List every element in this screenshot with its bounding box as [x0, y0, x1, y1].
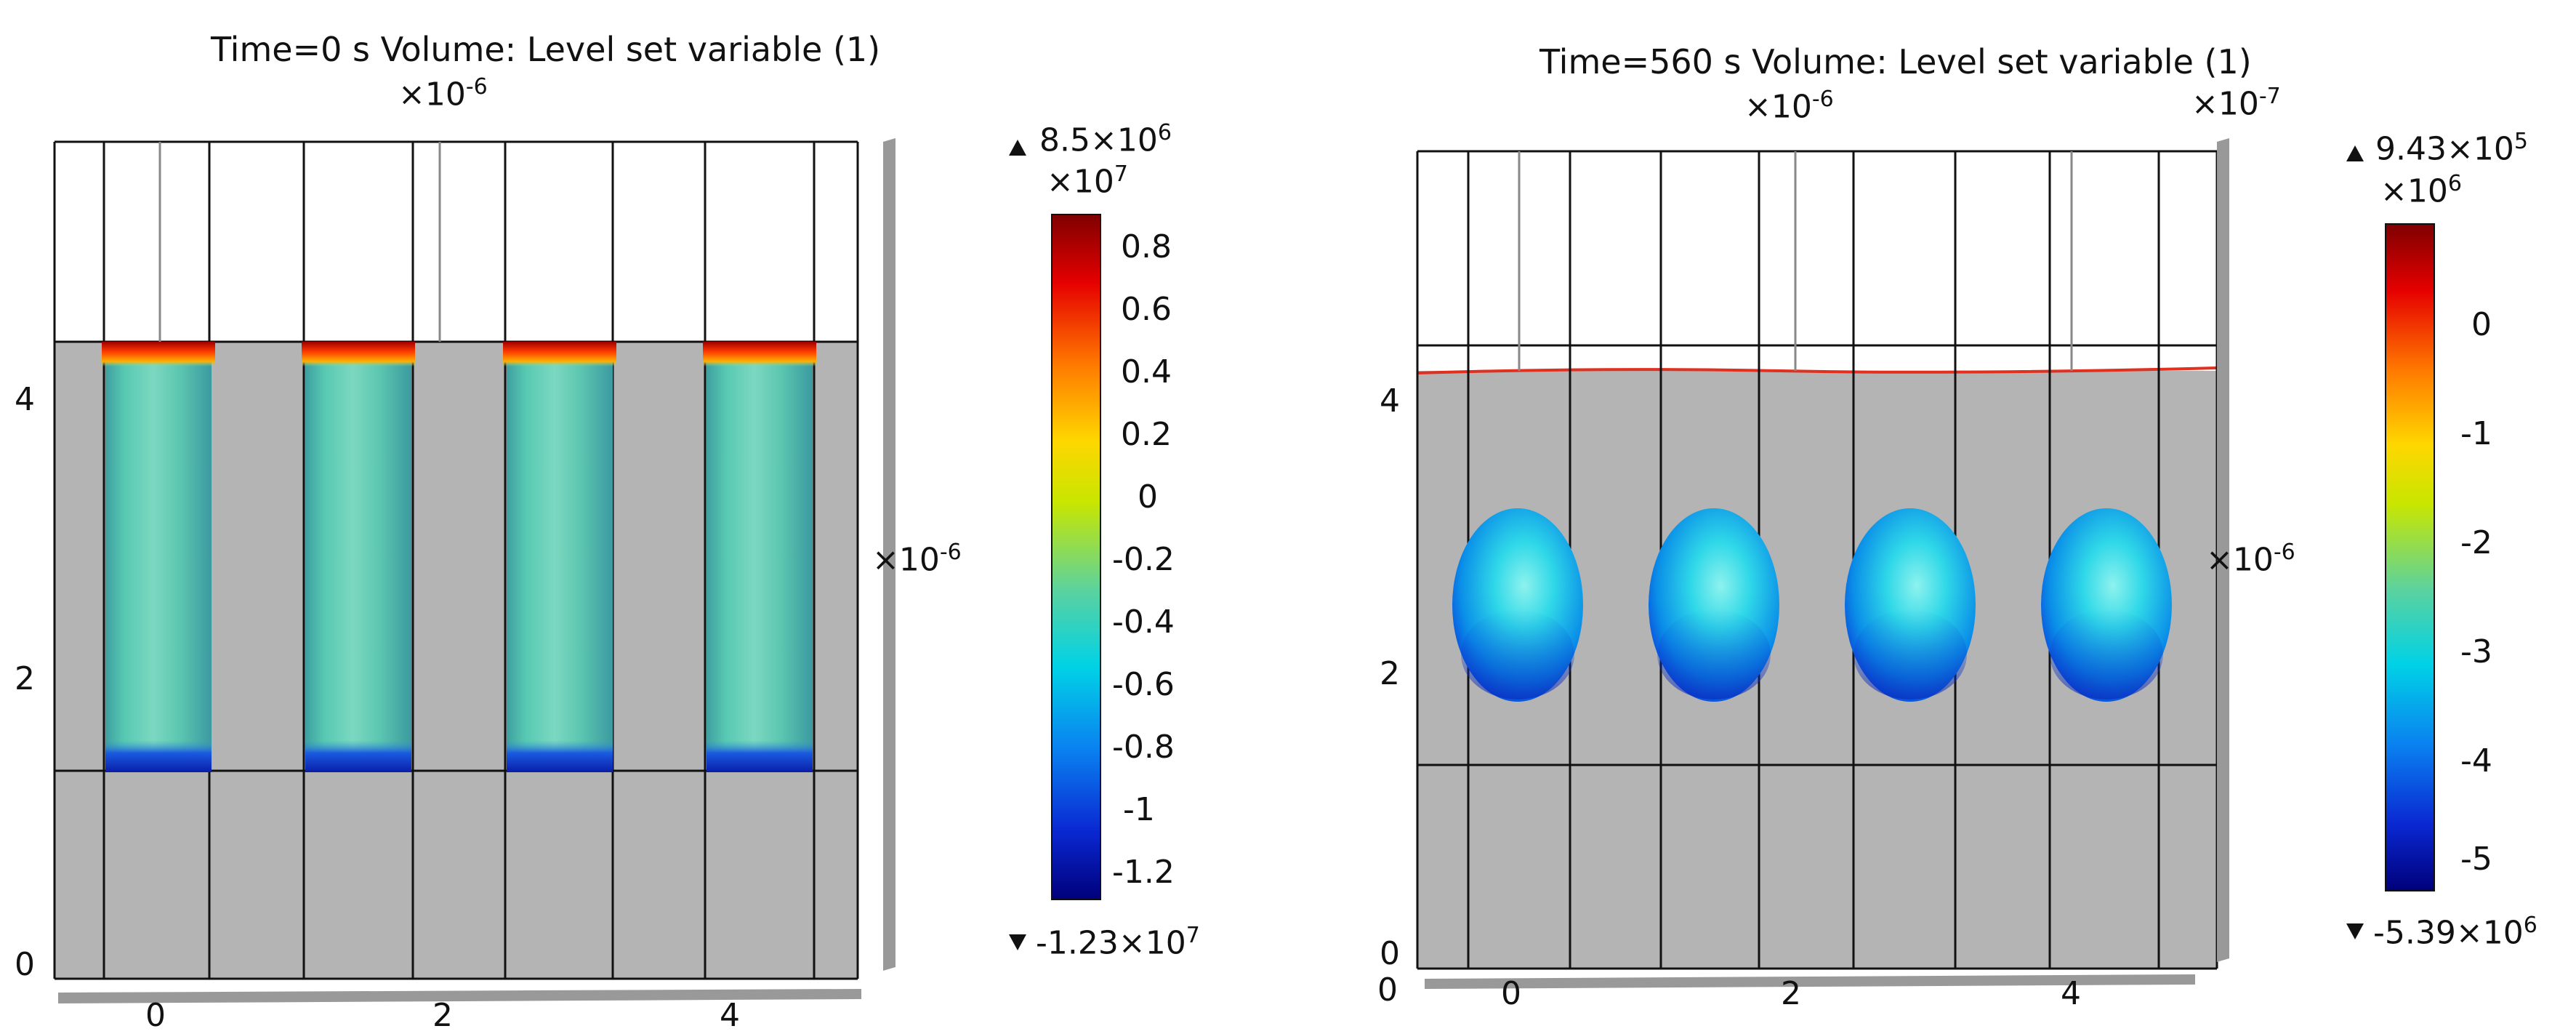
colorbar-tick: 0.6: [1121, 291, 1172, 328]
depth-axis-bar: [2217, 138, 2229, 962]
colorbar-tick: -0.2: [1112, 541, 1175, 578]
colorbar-tick: -1: [2460, 415, 2492, 452]
y-tick-label: 4: [1380, 382, 1400, 420]
colorbar-tick: 0.8: [1121, 228, 1172, 265]
droplet-1: [1452, 508, 1583, 702]
x-tick-label: 2: [432, 997, 453, 1034]
y-tick-label: 0: [15, 946, 35, 983]
colorbar-tick: -2: [2460, 524, 2492, 561]
colorbar-max-label: 8.5×106: [1039, 120, 1172, 159]
y-tick-label: 2: [15, 660, 35, 697]
panel-right-title: Time=560 s Volume: Level set variable (1…: [1539, 42, 2252, 81]
x-axis-bar: [1425, 974, 2195, 989]
min-triangle-icon: [2346, 923, 2364, 939]
y-tick-label: 4: [15, 381, 35, 418]
colorbar-min-label: -1.23×107: [1036, 923, 1200, 962]
x-tick-label: 4: [2061, 975, 2081, 1012]
colorbar-min-label: -5.39×106: [2373, 913, 2537, 952]
colorbar-max-label: 9.43×105: [2375, 129, 2528, 168]
cylinder-4: [703, 342, 816, 772]
panel-right-axis-scale: ×10-6: [1744, 87, 1834, 126]
colorbar-tick: -0.4: [1112, 604, 1175, 641]
y-tick-label: 0: [1380, 935, 1400, 972]
x-tick-label: 0: [145, 997, 166, 1034]
cylinder-2: [302, 342, 415, 772]
interface-line: [1417, 366, 2218, 374]
colorbar-right: [2385, 223, 2435, 891]
droplet-2: [1649, 508, 1779, 702]
x-axis-bar: [58, 989, 861, 1003]
colorbar-scale: ×106: [2380, 171, 2462, 210]
droplet-4: [2041, 508, 2172, 702]
colorbar-tick: -3: [2460, 633, 2492, 670]
colorbar-tick: -0.8: [1112, 729, 1175, 766]
panel-left-title: Time=0 s Volume: Level set variable (1): [211, 30, 881, 69]
colorbar-tick: -0.6: [1112, 666, 1175, 703]
colorbar-tick: -4: [2460, 742, 2492, 779]
colorbar-tick: -1.2: [1112, 854, 1175, 891]
depth-axis-scale: ×10-6: [2206, 540, 2295, 579]
cylinder-1: [102, 342, 215, 772]
x-tick-label: 2: [1781, 975, 1801, 1012]
panel-left: [53, 138, 1101, 1003]
colorbar-tick: 0: [2471, 306, 2492, 343]
depth-axis-scale: ×10-6: [872, 540, 962, 579]
cylinder-3: [503, 342, 616, 772]
colorbar-scale: ×107: [1047, 161, 1128, 201]
panel-right: [1416, 138, 2435, 989]
depth-axis-bar: [883, 138, 895, 971]
y-tick-label: 2: [1380, 655, 1400, 692]
x-tick-label: 0: [1377, 971, 1398, 1009]
droplet-3: [1845, 508, 1976, 702]
panel-right-top-scale: ×10-7: [2191, 84, 2281, 123]
x-tick-label: 0: [1501, 975, 1521, 1012]
colorbar-tick: 0: [1138, 478, 1158, 516]
x-tick-label: 4: [720, 997, 740, 1034]
max-triangle-icon: [2346, 145, 2364, 161]
colorbar-left: [1051, 214, 1101, 900]
colorbar-tick: -5: [2460, 841, 2492, 878]
panel-left-axis-scale: ×10-6: [398, 74, 488, 113]
colorbar-tick: 0.2: [1121, 416, 1172, 453]
min-triangle-icon: [1009, 934, 1026, 950]
colorbar-tick: 0.4: [1121, 353, 1172, 390]
colorbar-tick: -1: [1123, 791, 1155, 828]
max-triangle-icon: [1009, 140, 1026, 156]
